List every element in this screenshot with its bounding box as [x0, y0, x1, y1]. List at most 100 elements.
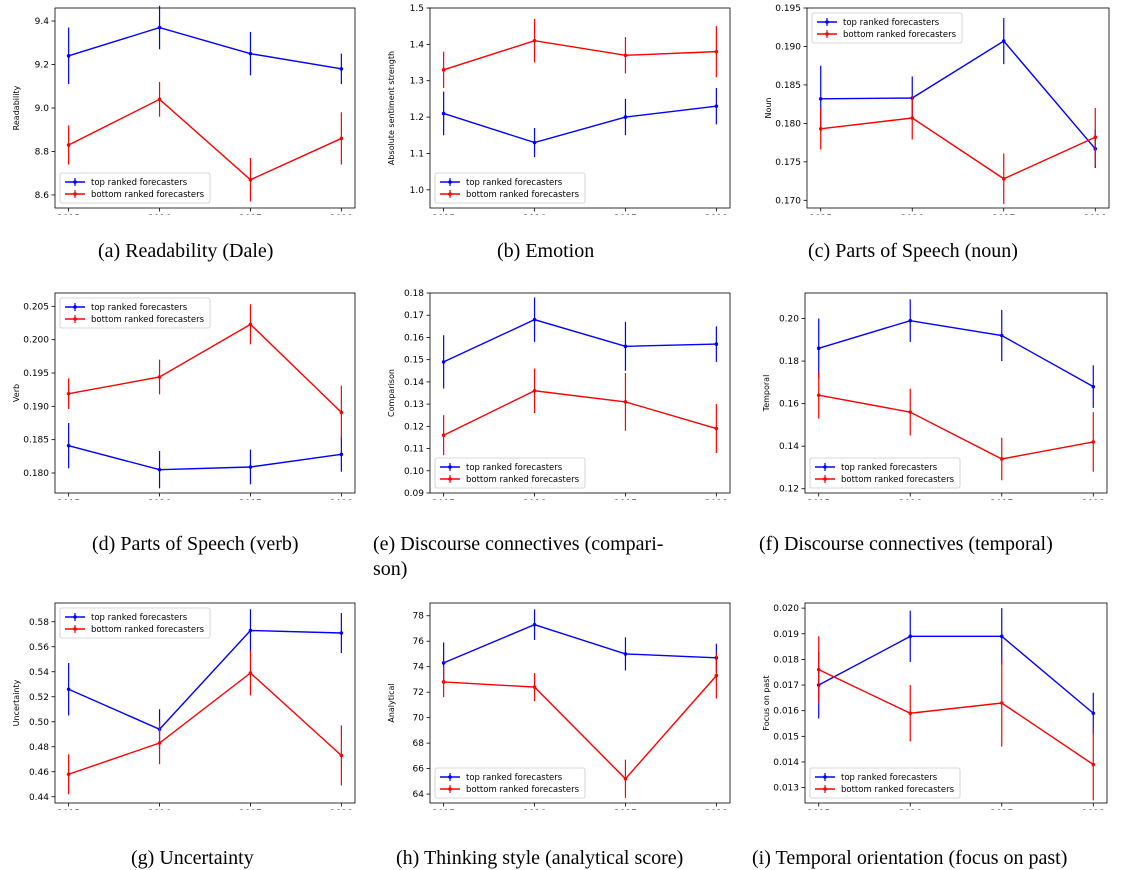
legend-dot-bottom — [823, 787, 827, 791]
plot-frame — [429, 292, 731, 494]
data-point — [441, 433, 446, 438]
x-tick-label: 2017 — [614, 499, 637, 500]
series-line-bottom — [820, 117, 1096, 180]
data-point — [816, 346, 821, 351]
plot-frame — [804, 602, 1108, 804]
x-tick-label: 2018 — [330, 214, 353, 215]
data-point — [714, 49, 719, 54]
x-tick-label: 2016 — [523, 214, 546, 215]
y-axis-label: Temporal — [762, 375, 771, 413]
legend-box — [809, 457, 961, 489]
legend-label-top: top ranked forecasters — [843, 18, 940, 28]
data-point — [910, 116, 915, 120]
data-point — [714, 673, 719, 678]
legend-label-bottom: bottom ranked forecasters — [466, 475, 580, 485]
data-point — [532, 388, 537, 393]
y-axis-label: Absolute sentiment strength — [387, 51, 396, 165]
y-tick-label: 0.180 — [775, 119, 801, 129]
data-point — [532, 38, 537, 43]
y-tick-label: 0.016 — [773, 707, 799, 717]
x-tick-label: 2016 — [899, 499, 922, 500]
data-point — [818, 96, 823, 101]
caption-c: (c) Parts of Speech (noun) — [808, 240, 1018, 262]
y-tick-label: 0.175 — [775, 158, 801, 168]
legend-box — [59, 297, 211, 329]
plot-frame — [54, 602, 356, 804]
y-axis-label: Uncertainty — [12, 679, 21, 726]
data-point — [623, 115, 628, 119]
y-axis-label: Comparison — [387, 369, 396, 417]
legend-dot-top — [448, 465, 452, 469]
data-point — [532, 685, 537, 689]
y-tick-label: 0.014 — [773, 758, 799, 768]
data-point — [1001, 39, 1006, 43]
series-line-top — [818, 319, 1094, 388]
series-line-bottom — [68, 672, 342, 775]
y-tick-label: 0.14 — [779, 442, 799, 452]
data-point — [908, 634, 913, 639]
data-point — [248, 177, 253, 182]
x-tick-label: 2016 — [523, 809, 546, 810]
plot-frame — [54, 292, 356, 494]
chart-panel-uncertainty: 2015201620172018Year0.440.460.480.500.52… — [0, 595, 375, 829]
y-axis-label: Verb — [12, 384, 21, 402]
y-tick-label: 9.4 — [35, 17, 50, 27]
y-tick-label: 0.50 — [29, 718, 49, 728]
chart-panel-analytical: 2015201620172018Year6466687072747678Anal… — [375, 595, 750, 829]
plot-frame — [429, 602, 731, 804]
y-tick-label: 9.0 — [35, 104, 50, 114]
x-tick-label: 2015 — [432, 809, 455, 810]
y-tick-label: 0.48 — [29, 743, 49, 753]
data-point — [999, 457, 1004, 461]
y-tick-label: 74 — [413, 663, 425, 673]
y-tick-label: 68 — [413, 739, 425, 749]
y-tick-label: 8.6 — [35, 191, 50, 201]
y-tick-label: 1.0 — [410, 186, 425, 196]
x-tick-label: 2017 — [992, 214, 1015, 215]
series-line-bottom — [68, 323, 342, 413]
series-line-top — [68, 629, 342, 731]
data-point — [339, 67, 344, 71]
y-axis-label: Readability — [12, 85, 21, 130]
x-tick-label: 2015 — [809, 214, 832, 215]
legend-box — [434, 172, 586, 204]
legend-label-bottom: bottom ranked forecasters — [841, 475, 955, 485]
data-point — [339, 631, 344, 635]
data-point — [248, 628, 253, 633]
series-line-top — [443, 318, 717, 363]
legend-box — [434, 767, 586, 799]
caption-h: (h) Thinking style (analytical score) — [396, 847, 684, 869]
data-point — [818, 126, 823, 131]
y-tick-label: 0.013 — [773, 784, 799, 794]
y-tick-label: 9.2 — [35, 61, 49, 71]
data-point — [441, 360, 446, 364]
data-point — [908, 711, 913, 716]
x-tick-label: 2018 — [705, 499, 728, 500]
data-point — [157, 467, 162, 472]
legend-dot-top — [448, 180, 452, 184]
y-tick-label: 1.1 — [410, 149, 424, 159]
legend-dot-bottom — [73, 627, 77, 631]
data-point — [441, 680, 446, 684]
y-tick-label: 0.54 — [29, 668, 49, 678]
y-tick-label: 0.11 — [404, 445, 424, 455]
legend-label-top: top ranked forecasters — [91, 178, 188, 188]
data-point — [714, 104, 719, 108]
data-point — [339, 452, 344, 457]
data-point — [1091, 384, 1096, 389]
data-point — [1091, 711, 1096, 716]
y-tick-label: 0.200 — [23, 336, 49, 346]
data-point — [157, 25, 162, 30]
x-tick-label: 2018 — [705, 214, 728, 215]
x-tick-label: 2015 — [57, 499, 80, 500]
chart-panel-noun: 2015201620172018Year0.1700.1750.1800.185… — [750, 0, 1126, 234]
chart-panel-comparison: 2015201620172018Year0.090.100.110.120.13… — [375, 285, 750, 519]
y-tick-label: 0.15 — [404, 356, 424, 366]
x-tick-label: 2016 — [148, 214, 171, 215]
data-point — [339, 410, 344, 415]
data-point — [623, 344, 628, 349]
x-tick-label: 2017 — [614, 214, 637, 215]
caption-i: (i) Temporal orientation (focus on past) — [752, 847, 1068, 869]
series-line-bottom — [443, 675, 717, 780]
data-point — [999, 634, 1004, 639]
